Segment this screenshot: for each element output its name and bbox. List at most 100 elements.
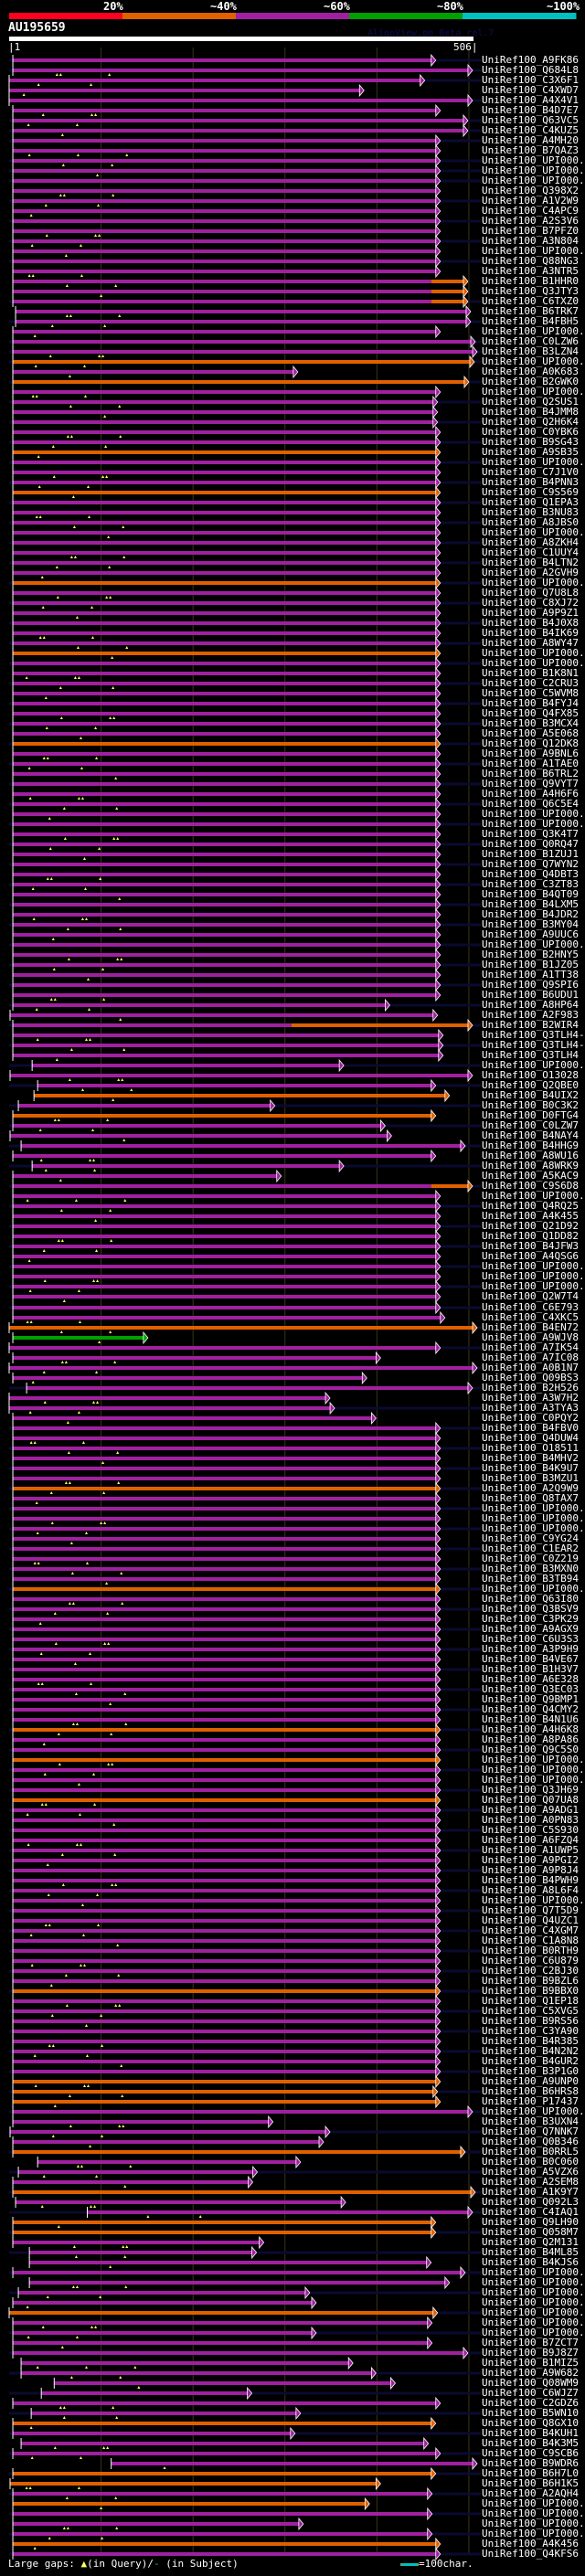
hit-label[interactable]: UniRef100_A9PGI2 <box>482 1854 579 1866</box>
hit-label[interactable]: UniRef100_B9J8Z7 <box>482 2347 579 2359</box>
hit-label[interactable]: UniRef100_UPI000.. <box>482 1764 585 1776</box>
hit-label[interactable]: UniRef100_Q07UA8 <box>482 1794 579 1806</box>
hit-label[interactable]: UniRef100_B4LTN2 <box>482 557 579 568</box>
hit-label[interactable]: UniRef100_B9BBX0 <box>482 1985 579 1997</box>
hit-label[interactable]: UniRef100_UPI000.. <box>482 1774 585 1786</box>
hit-label[interactable]: UniRef100_B1MIZ5 <box>482 2357 579 2369</box>
hit-label[interactable]: UniRef100_Q684L8 <box>482 64 579 76</box>
hit-label[interactable]: UniRef100_UPI000.. <box>482 2316 585 2328</box>
hit-label[interactable]: UniRef100_C6U3S3 <box>482 1633 579 1645</box>
hit-label[interactable]: UniRef100_B4N2N2 <box>482 2045 579 2057</box>
hit-label[interactable]: UniRef100_C3YA90 <box>482 2025 579 2037</box>
hit-label[interactable]: UniRef100_C1UUY4 <box>482 546 579 558</box>
hit-label[interactable]: UniRef100_A2AQH4 <box>482 2487 579 2499</box>
hit-label[interactable]: UniRef100_UPI000.. <box>482 1190 585 1202</box>
hit-label[interactable]: UniRef100_C4IAQ1 <box>482 2206 579 2218</box>
hit-label[interactable]: UniRef100_UPI000.. <box>482 1583 585 1595</box>
hit-label[interactable]: UniRef100_B6TRK7 <box>482 305 579 317</box>
hit-label[interactable]: UniRef100_A8PA86 <box>482 1733 579 1745</box>
hit-label[interactable]: UniRef100_Q08WM9 <box>482 2377 579 2389</box>
hit-label[interactable]: UniRef100_B2WIR4 <box>482 1019 579 1031</box>
hit-label[interactable]: UniRef100_B9RS56 <box>482 2015 579 2027</box>
hit-label[interactable]: UniRef100_B4NAY4 <box>482 1129 579 1141</box>
hit-label[interactable]: UniRef100_B3MXN0 <box>482 1563 579 1574</box>
hit-label[interactable]: UniRef100_B4VE67 <box>482 1653 579 1665</box>
hit-label[interactable]: UniRef100_Q9LH90 <box>482 2216 579 2228</box>
hit-label[interactable]: UniRef100_C9S569 <box>482 486 579 498</box>
hit-label[interactable]: UniRef100_Q4UZC1 <box>482 1914 579 1926</box>
hit-label[interactable]: UniRef100_C2GDZ6 <box>482 2397 579 2409</box>
hit-label[interactable]: UniRef100_C5XVG5 <box>482 2005 579 2017</box>
hit-label[interactable]: UniRef100_B6HRS8 <box>482 2085 579 2097</box>
hit-label[interactable]: UniRef100_B4K9U7 <box>482 1462 579 1474</box>
hit-label[interactable]: UniRef100_A7IC08 <box>482 1352 579 1363</box>
hit-label[interactable]: UniRef100_A9ADG1 <box>482 1804 579 1816</box>
hit-label[interactable]: UniRef100_A7IK54 <box>482 1341 579 1353</box>
hit-label[interactable]: UniRef100_B4K3M5 <box>482 2437 579 2449</box>
hit-label[interactable]: UniRef100_UPI000.. <box>482 1270 585 1282</box>
hit-label[interactable]: UniRef100_A9P8J4 <box>482 1864 579 1876</box>
hit-label[interactable]: UniRef100_B3MCX4 <box>482 717 579 729</box>
hit-label[interactable]: UniRef100_A5VZX6 <box>482 2166 579 2178</box>
hit-label[interactable]: UniRef100_UPI000.. <box>482 2507 585 2519</box>
hit-label[interactable]: UniRef100_A6FZQ4 <box>482 1834 579 1846</box>
hit-label[interactable]: UniRef100_Q3JH69 <box>482 1784 579 1796</box>
hit-label[interactable]: UniRef100_Q12DK8 <box>482 737 579 749</box>
hit-label[interactable]: UniRef100_A4MH20 <box>482 134 579 146</box>
hit-label[interactable]: UniRef100_Q7NNK7 <box>482 2125 579 2137</box>
hit-label[interactable]: UniRef100_UPI000.. <box>482 1754 585 1765</box>
hit-label[interactable]: UniRef100_C1A8N8 <box>482 1935 579 1946</box>
hit-label[interactable]: UniRef100_A9SB35 <box>482 446 579 458</box>
hit-label[interactable]: UniRef100_B6H7L0 <box>482 2467 579 2479</box>
hit-label[interactable]: UniRef100_UPI000.. <box>482 2306 585 2318</box>
hit-label[interactable]: UniRef100_B0C3K2 <box>482 1099 579 1111</box>
hit-label[interactable]: UniRef100_B0RTH9 <box>482 1945 579 1956</box>
hit-label[interactable]: UniRef100_A3NTR5 <box>482 265 579 277</box>
hit-label[interactable]: UniRef100_B3UXN4 <box>482 2115 579 2127</box>
hit-label[interactable]: UniRef100_A3TYA3 <box>482 1402 579 1414</box>
hit-label[interactable]: UniRef100_A4H6K8 <box>482 1723 579 1735</box>
hit-label[interactable]: UniRef100_Q0B346 <box>482 2136 579 2147</box>
hit-label[interactable]: UniRef100_B4UIX2 <box>482 1089 579 1101</box>
hit-label[interactable]: UniRef100_B4KJS6 <box>482 2256 579 2268</box>
hit-label[interactable]: UniRef100_Q7WYN2 <box>482 858 579 870</box>
hit-label[interactable]: UniRef100_Q3TLH4-5 <box>482 1029 585 1041</box>
hit-label[interactable]: UniRef100_C9YG24 <box>482 1532 579 1544</box>
hit-label[interactable]: UniRef100_Q2QBE0 <box>482 1079 579 1091</box>
hit-label[interactable]: UniRef100_C2CRU3 <box>482 677 579 689</box>
hit-label[interactable]: UniRef100_A9UUC6 <box>482 928 579 940</box>
hit-label[interactable]: UniRef100_UPI000.. <box>482 818 585 830</box>
hit-label[interactable]: UniRef100_UPI000.. <box>482 657 585 669</box>
hit-label[interactable]: UniRef100_UPI000.. <box>482 2286 585 2298</box>
hit-label[interactable]: UniRef100_UPI000.. <box>482 2276 585 2288</box>
hit-label[interactable]: UniRef100_B4LXM5 <box>482 898 579 910</box>
hit-label[interactable]: UniRef100_A4QSG6 <box>482 1250 579 1262</box>
hit-label[interactable]: UniRef100_D0FTG4 <box>482 1109 579 1121</box>
hit-label[interactable]: UniRef100_B1ZUJ1 <box>482 848 579 860</box>
hit-label[interactable]: UniRef100_Q9C5S0 <box>482 1744 579 1755</box>
hit-label[interactable]: UniRef100_Q4DBT3 <box>482 868 579 880</box>
hit-label[interactable]: UniRef100_Q3K4T7 <box>482 828 579 840</box>
hit-label[interactable]: UniRef100_A8JBS0 <box>482 516 579 528</box>
hit-label[interactable]: UniRef100_Q9VYT7 <box>482 778 579 790</box>
hit-label[interactable]: UniRef100_UPI000.. <box>482 1280 585 1292</box>
hit-label[interactable]: UniRef100_Q21D92 <box>482 1220 579 1232</box>
hit-label[interactable]: UniRef100_UPI000.. <box>482 2497 585 2509</box>
hit-label[interactable]: UniRef100_A1TAE0 <box>482 758 579 769</box>
hit-label[interactable]: UniRef100_Q092L3 <box>482 2196 579 2208</box>
hit-label[interactable]: UniRef100_UPI000.. <box>482 175 585 186</box>
hit-label[interactable]: UniRef100_Q3EC03 <box>482 1683 579 1695</box>
hit-label[interactable]: UniRef100_B4JFW3 <box>482 1240 579 1252</box>
hit-label[interactable]: UniRef100_A2F983 <box>482 1009 579 1021</box>
hit-label[interactable]: UniRef100_Q4FX85 <box>482 707 579 719</box>
hit-label[interactable]: UniRef100_Q63VC5 <box>482 114 579 126</box>
hit-label[interactable]: UniRef100_B0C060 <box>482 2156 579 2168</box>
hit-label[interactable]: UniRef100_A4K455 <box>482 1210 579 1222</box>
hit-label[interactable]: UniRef100_C8XJ72 <box>482 597 579 609</box>
hit-label[interactable]: UniRef100_A5E068 <box>482 727 579 739</box>
hit-label[interactable]: UniRef100_A6E328 <box>482 1673 579 1685</box>
hit-label[interactable]: UniRef100_B2GWK0 <box>482 376 579 387</box>
hit-label[interactable]: UniRef100_A8ZKH4 <box>482 536 579 548</box>
hit-label[interactable]: UniRef100_A8WY47 <box>482 637 579 649</box>
hit-label[interactable]: UniRef100_UPI000.. <box>482 1522 585 1534</box>
